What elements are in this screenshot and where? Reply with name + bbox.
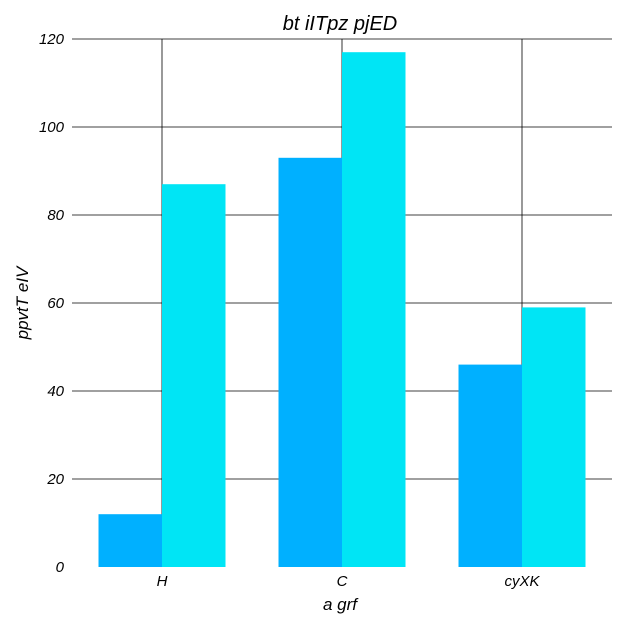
bar-cyXK-series-2 bbox=[522, 307, 586, 567]
bar-H-series-1 bbox=[99, 514, 163, 567]
y-tick-label: 120 bbox=[39, 31, 65, 48]
x-tick-label: cyXK bbox=[504, 573, 540, 590]
y-tick-label: 20 bbox=[46, 471, 64, 488]
bar-H-series-2 bbox=[162, 184, 226, 567]
chart-title: bt iITpz pjED bbox=[283, 13, 397, 35]
y-axis-label: ppvtT eIV bbox=[13, 265, 32, 340]
y-tick-label: 0 bbox=[56, 559, 65, 576]
bar-C-series-1 bbox=[279, 158, 343, 567]
y-tick-label: 100 bbox=[39, 119, 65, 136]
bars-group bbox=[99, 52, 586, 567]
bar-C-series-2 bbox=[342, 52, 406, 567]
y-tick-label: 80 bbox=[47, 207, 64, 224]
y-tick-labels: 0 20 40 60 80 100 120 bbox=[39, 31, 65, 576]
y-tick-label: 60 bbox=[47, 295, 64, 312]
x-axis-label: a grf bbox=[323, 595, 359, 614]
x-tick-label: H bbox=[157, 573, 168, 590]
bar-cyXK-series-1 bbox=[459, 365, 523, 567]
x-tick-label: C bbox=[337, 573, 348, 590]
y-tick-label: 40 bbox=[47, 383, 64, 400]
